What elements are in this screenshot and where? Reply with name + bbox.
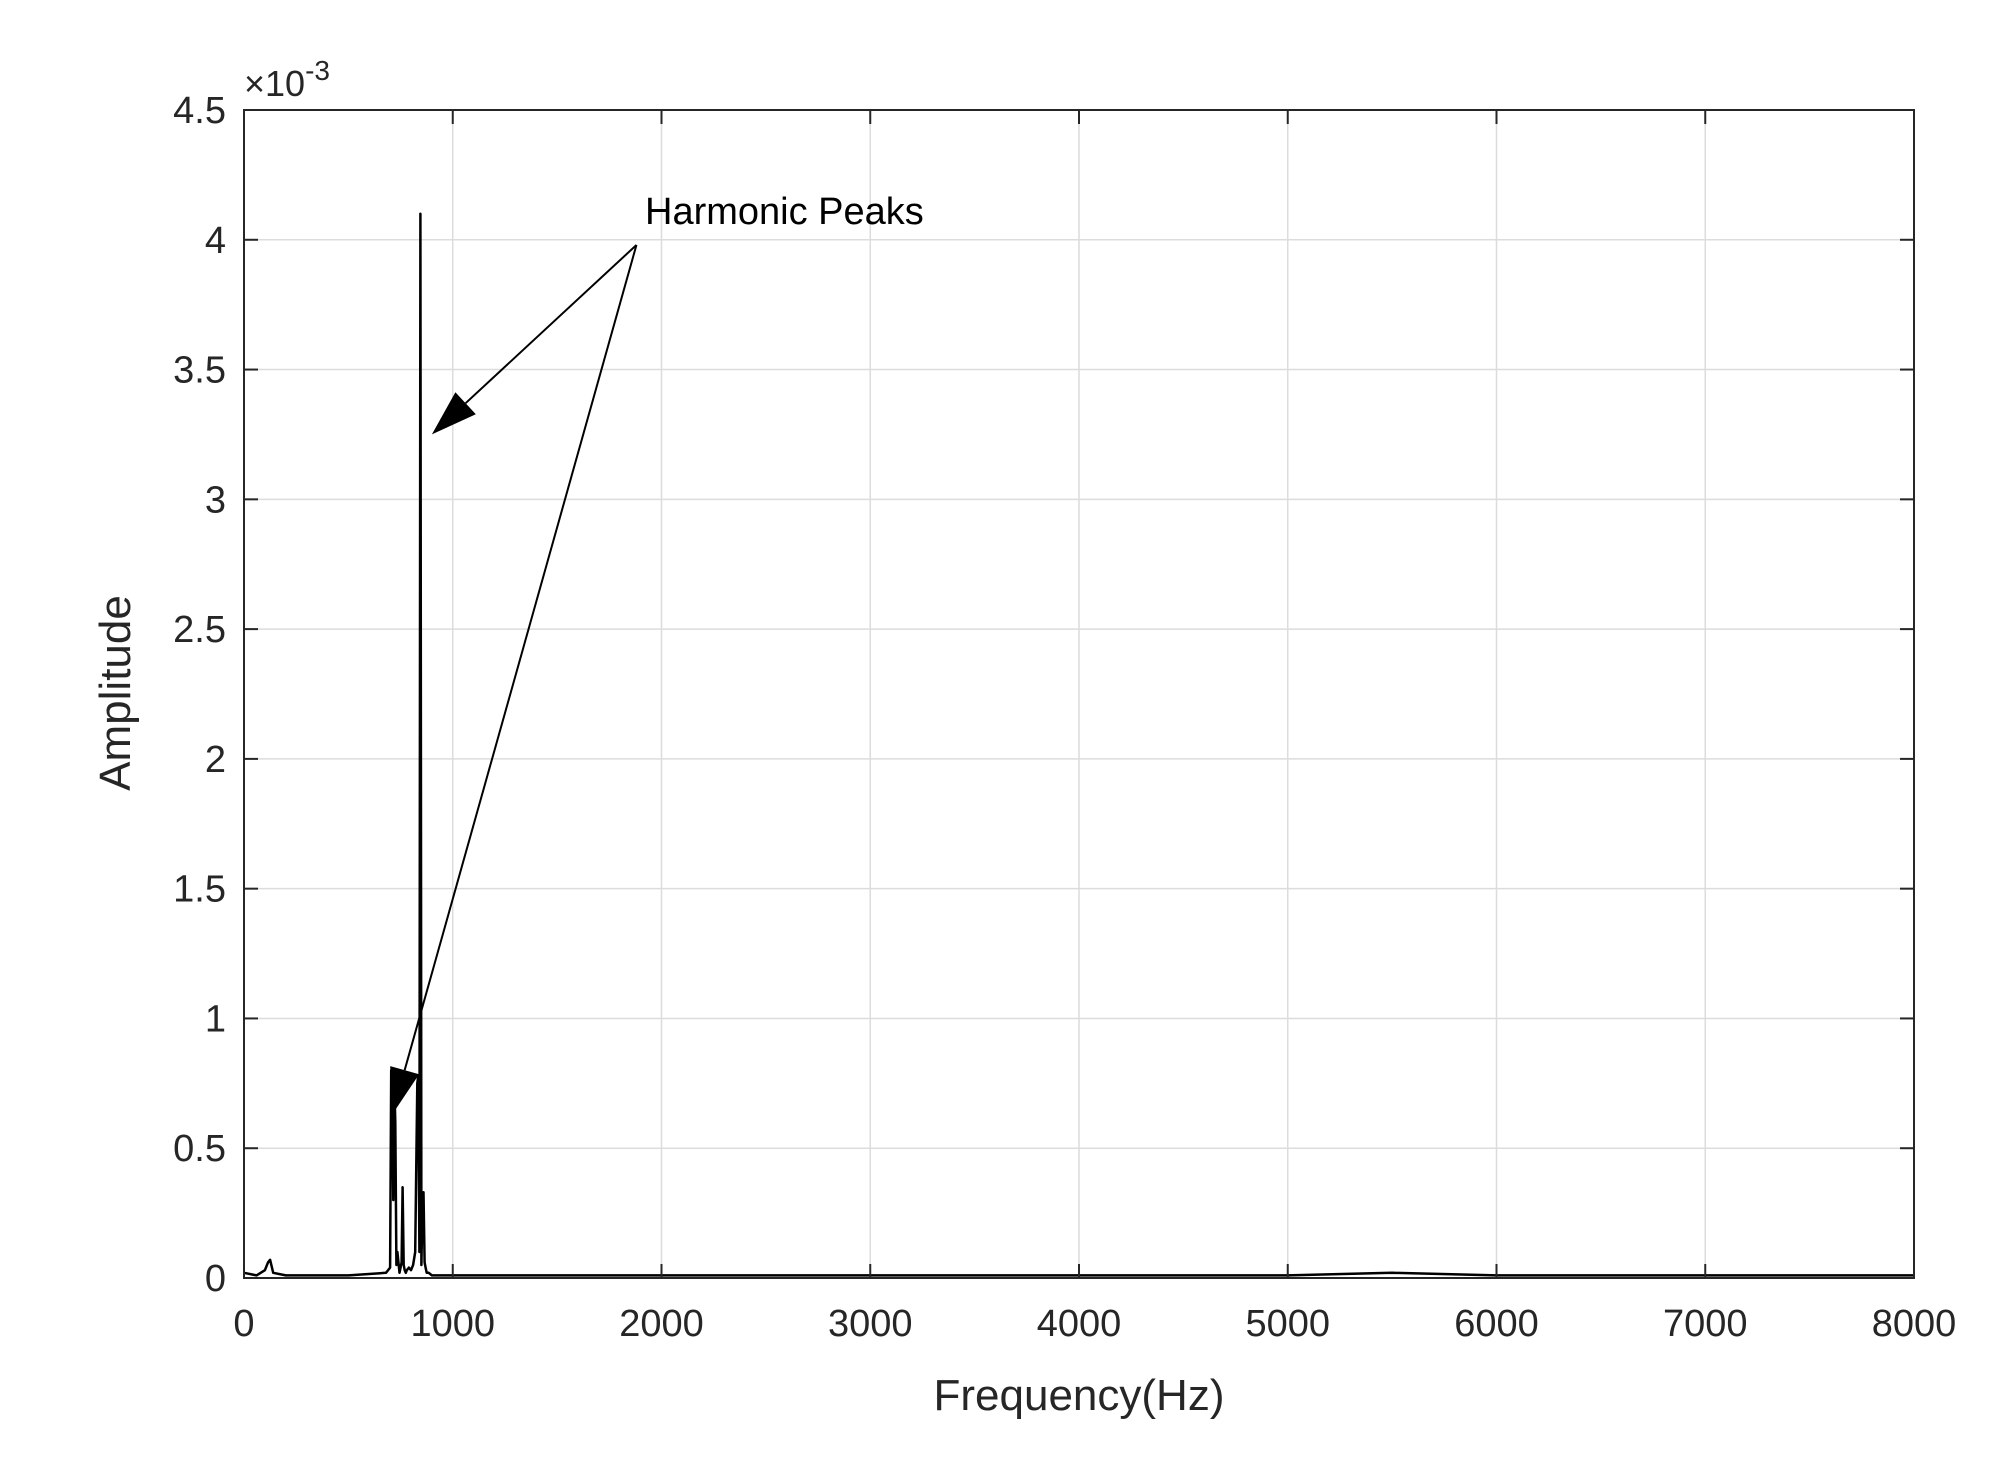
y-tick-label: 3	[205, 479, 226, 521]
annotation: Harmonic Peaks	[390, 191, 924, 1115]
x-tick-label: 1000	[410, 1303, 495, 1345]
y-tick-label: 1	[205, 998, 226, 1040]
y-tick-label: 0.5	[173, 1128, 226, 1170]
y-tick-label: 4	[205, 220, 226, 262]
plot-series	[243, 212, 1914, 1277]
y-tick-labels: 0 0.5 1 1.5 2 2.5 3 3.5 4 4.5	[173, 90, 226, 1300]
annotation-harmonic-peaks: Harmonic Peaks	[645, 191, 924, 233]
x-tick-label: 3000	[828, 1303, 913, 1345]
grid	[244, 110, 1914, 1278]
annotation-arrow-line	[403, 244, 638, 1071]
x-axis-label: Frequency(Hz)	[934, 1371, 1225, 1420]
y-tick-label: 4.5	[173, 90, 226, 132]
annotation-arrow-line	[464, 244, 638, 404]
y-tick-label: 0	[205, 1258, 226, 1300]
y-tick-label: 2.5	[173, 609, 226, 651]
x-tick-labels: 0 1000 2000 3000 4000 5000 6000 7000 8000	[233, 1303, 1956, 1345]
y-tick-label: 3.5	[173, 350, 226, 392]
x-tick-label: 6000	[1454, 1303, 1539, 1345]
annotation-arrow-head	[431, 392, 476, 435]
x-tick-label: 4000	[1037, 1303, 1122, 1345]
x-tick-label: 8000	[1872, 1303, 1957, 1345]
y-exponent-power: -3	[305, 55, 330, 86]
x-tick-label: 0	[233, 1303, 254, 1345]
y-axis-label: Amplitude	[91, 595, 140, 791]
y-exponent-prefix: ×10	[244, 63, 305, 104]
y-axis-exponent: ×10-3	[244, 55, 330, 104]
y-tick-label: 2	[205, 739, 226, 781]
x-tick-label: 5000	[1245, 1303, 1330, 1345]
y-tick-label: 1.5	[173, 869, 226, 911]
spectrum-line	[243, 212, 1914, 1277]
x-tick-label: 7000	[1663, 1303, 1748, 1345]
x-tick-label: 2000	[619, 1303, 704, 1345]
annotation-arrow-head	[390, 1066, 420, 1115]
tick-marks	[243, 109, 1915, 1279]
